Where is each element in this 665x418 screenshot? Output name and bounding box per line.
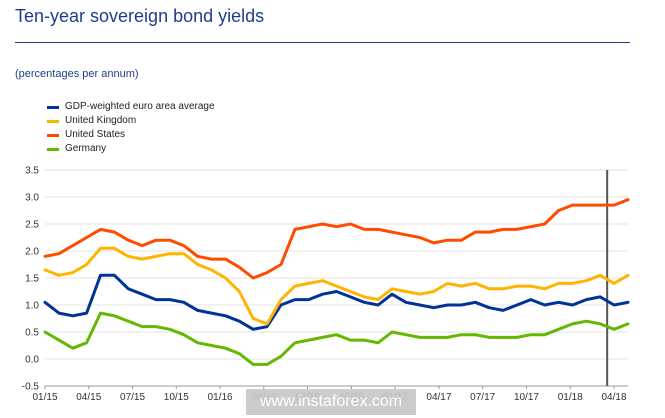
legend-label: United Kingdom	[65, 115, 137, 126]
y-tick-label: 1.0	[25, 301, 39, 312]
title-divider	[15, 42, 630, 43]
series-line	[43, 311, 630, 366]
legend-item-germany: Germany	[47, 142, 215, 156]
y-tick-label: -0.5	[22, 382, 40, 393]
y-tick-label: 0.0	[25, 355, 39, 366]
legend-swatch	[47, 133, 59, 137]
legend-item-euro-area: GDP-weighted euro area average	[47, 100, 215, 114]
y-tick-label: 2.5	[25, 220, 39, 231]
legend-swatch	[47, 105, 59, 109]
y-tick-label: 2.0	[25, 247, 39, 258]
x-tick-label: 04/18	[601, 392, 626, 403]
x-tick-label: 10/17	[514, 392, 539, 403]
x-tick-label: 01/15	[32, 392, 57, 403]
legend-label: United States	[65, 129, 126, 140]
y-tick-label: 1.5	[25, 274, 39, 285]
y-tick-label: 3.5	[25, 166, 39, 177]
legend-label: GDP-weighted euro area average	[65, 101, 215, 112]
series-line	[43, 198, 630, 280]
x-tick-label: 04/15	[76, 392, 101, 403]
series-line	[43, 273, 630, 331]
watermark: www.instaforex.com	[246, 389, 416, 415]
legend-item-united-states: United States	[47, 128, 215, 142]
legend-swatch	[47, 147, 59, 151]
x-tick-label: 01/18	[558, 392, 583, 403]
y-tick-label: 3.0	[25, 193, 39, 204]
legend-label: Germany	[65, 143, 107, 154]
chart-subtitle: (percentages per annum)	[15, 68, 139, 80]
legend-item-united-kingdom: United Kingdom	[47, 114, 215, 128]
x-tick-label: 01/16	[208, 392, 233, 403]
x-tick-label: 10/15	[164, 392, 189, 403]
x-tick-label: 07/17	[470, 392, 495, 403]
series-line	[43, 246, 630, 326]
legend-swatch	[47, 119, 59, 123]
x-tick-label: 07/15	[120, 392, 145, 403]
legend: GDP-weighted euro area average United Ki…	[47, 100, 215, 156]
y-tick-label: 0.5	[25, 328, 39, 339]
chart-title: Ten-year sovereign bond yields	[15, 6, 265, 26]
x-tick-label: 04/17	[426, 392, 451, 403]
